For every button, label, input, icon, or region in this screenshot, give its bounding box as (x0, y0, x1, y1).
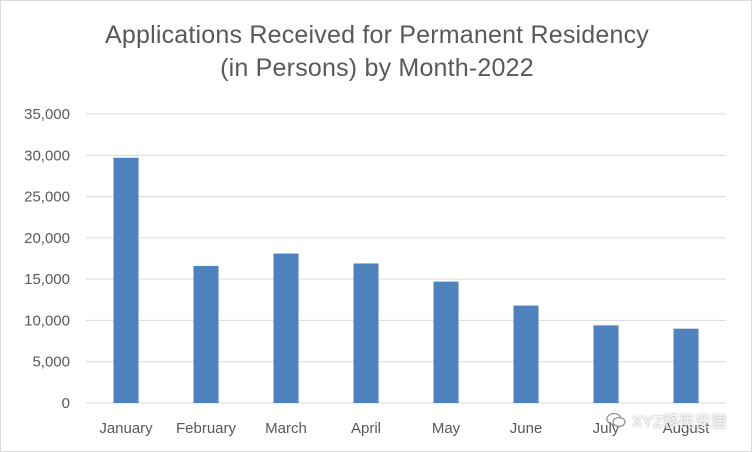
x-tick-label: May (432, 420, 461, 437)
bars (113, 157, 699, 403)
y-tick-label: 25,000 (24, 189, 70, 206)
y-tick-label: 0 (62, 395, 70, 412)
watermark-text: XYZ移民安居 (631, 414, 727, 431)
bar-august (673, 328, 699, 403)
bar-march (273, 253, 299, 403)
x-tick-label: March (265, 420, 307, 437)
y-tick-label: 10,000 (24, 312, 70, 329)
bar-january (113, 157, 139, 403)
y-tick-label: 30,000 (24, 147, 70, 164)
x-tick-label: June (510, 420, 543, 437)
bar-july (593, 325, 619, 403)
bar-june (513, 305, 539, 403)
wechat-icon (606, 412, 626, 428)
x-tick-label: April (351, 420, 381, 437)
x-tick-label: August (663, 420, 711, 437)
bar-may (433, 281, 459, 403)
y-tick-label: 20,000 (24, 230, 70, 247)
y-tick-label: 15,000 (24, 271, 70, 288)
y-axis-ticks: 0 5,000 10,000 15,000 20,000 25,000 30,000 35,0… (24, 106, 70, 412)
x-axis-ticks: January February March April May June July Augu… (99, 420, 710, 437)
bar-february (193, 265, 219, 403)
chart-title: Applications Received for Permanent Resi… (1, 19, 752, 85)
watermark: XYZ移民安居 (606, 408, 727, 432)
y-tick-label: 5,000 (32, 354, 70, 371)
chart-title-line-1: Applications Received for Permanent Resi… (105, 21, 649, 49)
x-tick-label: February (176, 420, 237, 437)
chart-title-line-2: (in Persons) by Month-2022 (220, 54, 534, 82)
bar-april (353, 263, 379, 403)
gridlines (86, 113, 726, 404)
y-tick-label: 35,000 (24, 106, 70, 123)
x-tick-label: January (99, 420, 153, 437)
